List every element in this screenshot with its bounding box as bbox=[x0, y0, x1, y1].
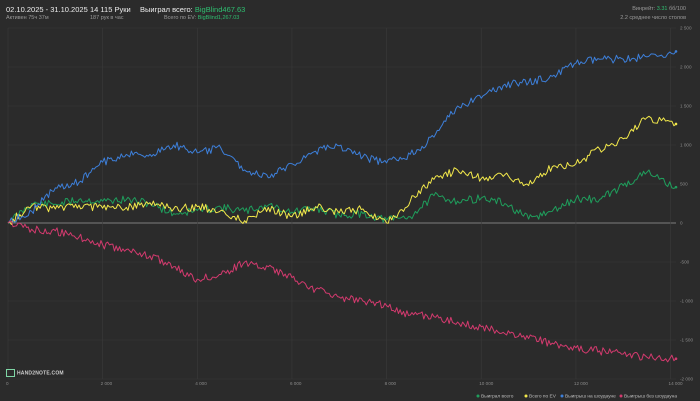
date-range[interactable]: 02.10.2025 - 31.10.2025 bbox=[6, 5, 88, 14]
series-line bbox=[7, 220, 677, 363]
legend-label: Всего по EV bbox=[529, 394, 557, 400]
legend-marker bbox=[619, 394, 623, 398]
logo-text: HAND2NOTE.COM bbox=[17, 370, 64, 377]
x-tick-label: 0 bbox=[6, 381, 9, 386]
y-tick-label: 1 500 bbox=[680, 104, 692, 109]
x-tick-label: 12 000 bbox=[574, 381, 588, 386]
legend-marker bbox=[560, 394, 564, 398]
won-total-value: BigBlind467.63 bbox=[194, 5, 246, 14]
legend-label: Выигрыш без шоудауна bbox=[624, 394, 677, 400]
won-total-label: Выиграл всего: bbox=[140, 5, 193, 14]
series-end-point bbox=[674, 357, 678, 361]
x-tick-label: 10 000 bbox=[479, 381, 493, 386]
y-axis-ticks: 2 500 2 000 1 500 1 000 500 0 -500 -1 000 -1 500… bbox=[680, 26, 693, 382]
y-tick-label: -1 500 bbox=[680, 338, 693, 343]
x-tick-label: 6 000 bbox=[290, 381, 302, 386]
series-end-point bbox=[674, 122, 678, 126]
chart-series bbox=[7, 50, 678, 363]
avg-tables: 2.2 среднее число столов bbox=[620, 15, 686, 21]
total-ev-label: Всего по EV: bbox=[164, 15, 197, 21]
hands-count: 14 115 Руки bbox=[90, 5, 131, 14]
y-tick-label: 1 000 bbox=[680, 143, 692, 148]
y-tick-label: -500 bbox=[680, 260, 690, 265]
x-tick-label: 4 000 bbox=[195, 381, 207, 386]
hands-per-hour: 187 рук в час bbox=[90, 15, 124, 21]
y-tick-label: 2 500 bbox=[680, 26, 692, 31]
winrate: Винрейт: 3.31 бб/100 bbox=[632, 6, 686, 12]
winrate-value: 3.31 bbox=[656, 6, 668, 12]
series-end-point bbox=[674, 50, 678, 53]
legend-marker bbox=[476, 394, 480, 398]
y-tick-label: -1 000 bbox=[680, 299, 693, 304]
total-ev-value: BigBlind1,267.03 bbox=[197, 15, 240, 21]
series-line bbox=[7, 115, 677, 225]
winrate-unit: бб/100 bbox=[668, 6, 686, 12]
x-tick-label: 2 000 bbox=[101, 381, 113, 386]
chart-grid bbox=[7, 27, 676, 380]
x-tick-label: 14 000 bbox=[669, 381, 683, 386]
y-tick-label: 500 bbox=[680, 182, 688, 187]
total-ev: Всего по EV: BigBlind1,267.03 bbox=[164, 15, 239, 21]
series-line bbox=[7, 169, 677, 224]
logo-icon bbox=[6, 369, 15, 377]
winrate-label: Винрейт: bbox=[632, 6, 656, 12]
y-tick-label: 0 bbox=[680, 221, 683, 226]
series-line bbox=[7, 51, 677, 224]
chart-legend[interactable]: Выиграл всего Всего по EV Выигрыш на шоуда… bbox=[476, 394, 678, 400]
series-end-point bbox=[674, 185, 678, 189]
chart-header: 02.10.2025 - 31.10.2025 Активен 75ч 37м … bbox=[0, 0, 700, 26]
x-axis-ticks: 0 2 000 4 000 6 000 8 000 10 000 12 000 14 000 bbox=[6, 381, 683, 386]
y-tick-label: 2 000 bbox=[680, 65, 692, 70]
won-total: Выиграл всего: BigBlind467.63 bbox=[140, 5, 245, 14]
x-tick-label: 8 000 bbox=[385, 381, 397, 386]
active-time: Активен 75ч 37м bbox=[6, 15, 49, 21]
y-tick-label: -2 000 bbox=[680, 377, 693, 382]
legend-label: Выигрыш на шоудауне bbox=[565, 394, 616, 400]
legend-marker bbox=[524, 394, 528, 398]
hand2note-logo: HAND2NOTE.COM bbox=[6, 369, 64, 377]
legend-label: Выиграл всего bbox=[481, 394, 514, 400]
